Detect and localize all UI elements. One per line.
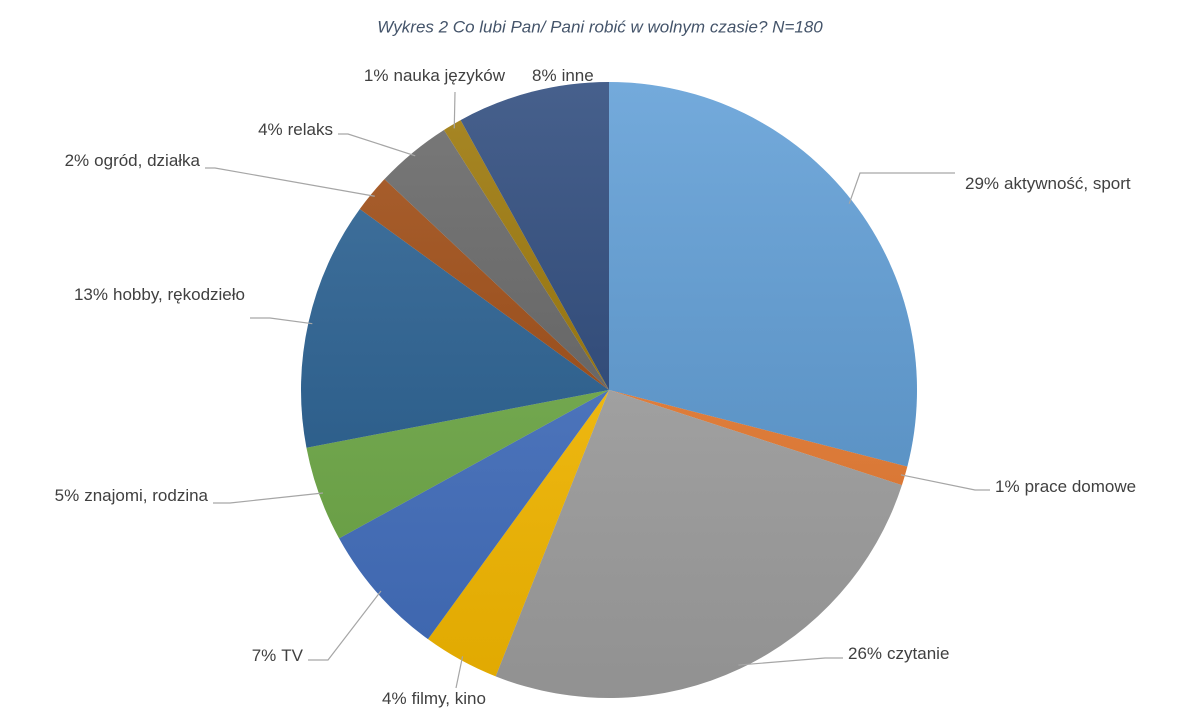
label-category: hobby, rękodzieło [113,285,245,304]
label-value: 4% [382,689,407,708]
data-label: 1% prace domowe [995,477,1136,496]
label-value: 7% [252,646,277,665]
label-value: 2% [65,151,90,170]
label-category: inne [562,66,594,85]
leader-line [308,590,382,661]
label-value: 1% [995,477,1020,496]
label-category: prace domowe [1025,477,1137,496]
leader-line [738,657,843,666]
leader-line [250,317,313,325]
label-category: TV [281,646,303,665]
label-category: aktywność, sport [1004,174,1131,193]
leader-line [453,91,456,129]
leader-line [213,492,324,504]
label-category: czytanie [887,644,949,663]
data-label: 7% TV [252,646,304,665]
pie [301,82,917,698]
data-label: 26% czytanie [848,644,949,663]
leader-line [205,167,375,197]
label-value: 13% [74,285,108,304]
label-category: znajomi, rodzina [84,486,208,505]
leader-line [900,474,990,491]
label-category: nauka języków [393,66,505,85]
data-label: 5% znajomi, rodzina [55,486,209,505]
label-category: filmy, kino [412,689,486,708]
label-value: 29% [965,174,999,193]
data-label: 8% inne [532,66,594,85]
data-label: 4% filmy, kino [382,689,486,708]
leader-line [338,133,416,157]
data-label: 29% aktywność, sport [965,174,1131,193]
label-value: 26% [848,644,882,663]
data-label: 13% hobby, rękodzieło [74,285,245,304]
data-labels: 29% aktywność, sport 1% prace domowe 26% czyt… [55,66,1136,708]
data-label: 2% ogród, działka [65,151,201,170]
chart-title: Wykres 2 Co lubi Pan/ Pani robić w wolny… [377,17,823,36]
label-value: 8% [532,66,557,85]
leader-line [848,172,955,204]
label-category: ogród, działka [94,151,200,170]
leader-line [455,656,464,689]
data-label: 1% nauka języków [364,66,506,85]
label-value: 5% [55,486,80,505]
label-value: 4% [258,120,283,139]
label-category: relaks [288,120,333,139]
data-label: 4% relaks [258,120,333,139]
label-value: 1% [364,66,389,85]
